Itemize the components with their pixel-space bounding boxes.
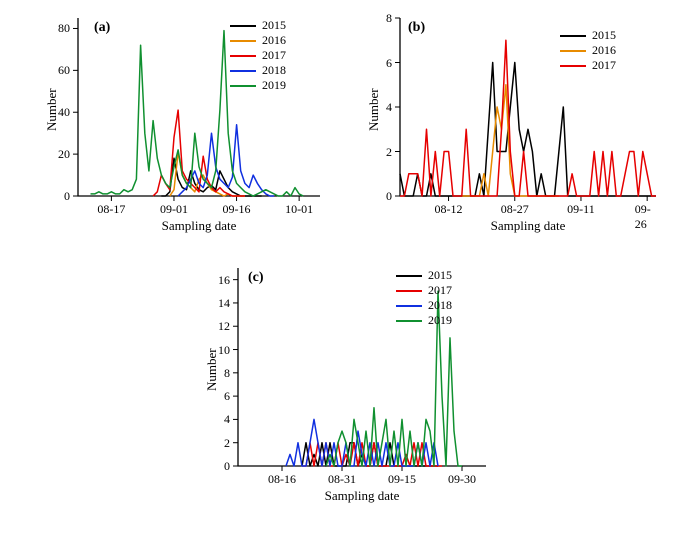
legend-swatch xyxy=(230,55,256,57)
legend-swatch xyxy=(230,25,256,27)
legend-swatch xyxy=(396,290,422,292)
legend-label: 2018 xyxy=(262,63,286,78)
chart-b xyxy=(352,8,672,228)
ylabel: Number xyxy=(366,88,382,131)
legend-item: 2015 xyxy=(230,18,286,33)
panel-a: 02040608008-1709-0109-1610-01NumberSampl… xyxy=(20,8,340,228)
legend-swatch xyxy=(560,65,586,67)
legend-label: 2017 xyxy=(262,48,286,63)
legend-item: 2015 xyxy=(560,28,616,43)
legend: 20152016201720182019 xyxy=(230,18,286,93)
legend-label: 2016 xyxy=(592,43,616,58)
chart-a xyxy=(20,8,340,228)
legend-item: 2015 xyxy=(396,268,452,283)
legend-label: 2019 xyxy=(262,78,286,93)
legend-item: 2017 xyxy=(396,283,452,298)
legend-item: 2018 xyxy=(396,298,452,313)
legend-swatch xyxy=(230,70,256,72)
legend-label: 2015 xyxy=(262,18,286,33)
legend-label: 2015 xyxy=(428,268,452,283)
legend-swatch xyxy=(396,275,422,277)
ylabel: Number xyxy=(44,88,60,131)
legend-item: 2018 xyxy=(230,63,286,78)
legend-swatch xyxy=(560,50,586,52)
legend-swatch xyxy=(560,35,586,37)
legend-item: 2019 xyxy=(230,78,286,93)
legend-swatch xyxy=(396,305,422,307)
legend-item: 2016 xyxy=(560,43,616,58)
legend-item: 2017 xyxy=(560,58,616,73)
ylabel: Number xyxy=(204,348,220,391)
chart-c xyxy=(186,258,506,508)
legend-label: 2017 xyxy=(592,58,616,73)
series-2017 xyxy=(400,40,656,196)
legend-label: 2019 xyxy=(428,313,452,328)
panel-b: 0246808-1208-2709-1109-26NumberSampling … xyxy=(352,8,672,228)
legend-label: 2018 xyxy=(428,298,452,313)
legend-swatch xyxy=(230,85,256,87)
panel-label: (c) xyxy=(248,270,264,286)
legend-item: 2016 xyxy=(230,33,286,48)
panel-c: 024681012141608-1608-3109-1509-30NumberS… xyxy=(186,258,506,508)
xlabel: Sampling date xyxy=(325,488,400,504)
figure: 02040608008-1709-0109-1610-01NumberSampl… xyxy=(0,0,685,538)
panel-label: (a) xyxy=(94,20,110,36)
panel-label: (b) xyxy=(408,20,425,36)
legend-swatch xyxy=(396,320,422,322)
legend: 201520162017 xyxy=(560,28,616,73)
legend-swatch xyxy=(230,40,256,42)
xlabel: Sampling date xyxy=(491,218,566,234)
legend-label: 2015 xyxy=(592,28,616,43)
xlabel: Sampling date xyxy=(162,218,237,234)
legend-item: 2017 xyxy=(230,48,286,63)
legend-label: 2016 xyxy=(262,33,286,48)
legend-label: 2017 xyxy=(428,283,452,298)
legend: 2015201720182019 xyxy=(396,268,452,328)
legend-item: 2019 xyxy=(396,313,452,328)
